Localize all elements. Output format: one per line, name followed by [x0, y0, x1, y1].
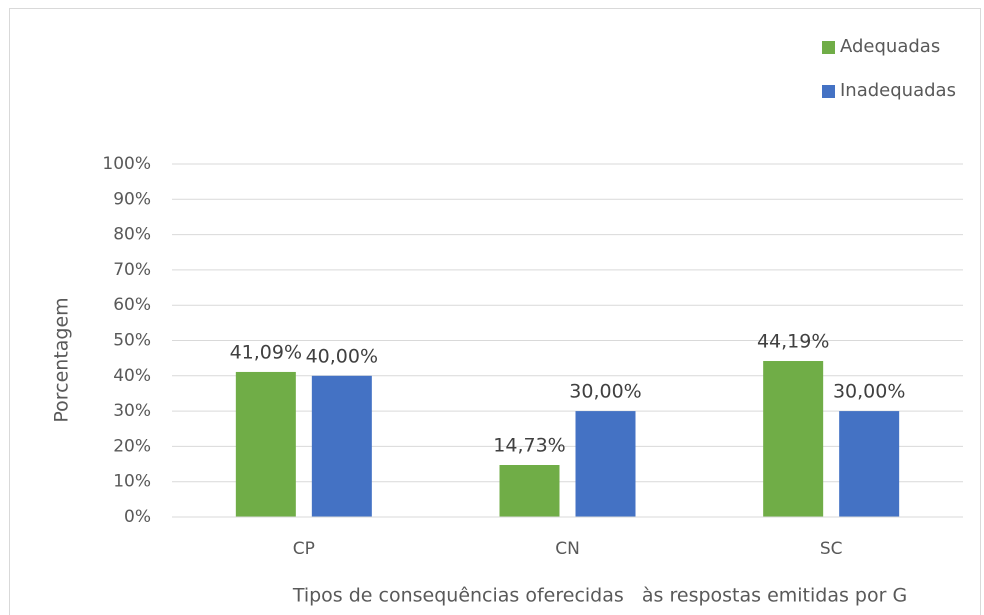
legend-swatch [822, 85, 835, 98]
x-tick-label: SC [820, 539, 843, 559]
legend-swatch [822, 41, 835, 54]
y-tick-label: 20% [113, 436, 151, 456]
y-tick-label: 40% [113, 366, 151, 386]
y-tick-label: 10% [113, 472, 151, 492]
value-label: 40,00% [306, 345, 378, 367]
value-label: 30,00% [569, 381, 641, 403]
bar [499, 465, 560, 517]
y-axis-title: Porcentagem [51, 297, 73, 422]
y-tick-label: 80% [113, 225, 151, 245]
y-tick-label: 60% [113, 295, 151, 315]
x-tick-label: CP [293, 539, 315, 559]
y-tick-label: 0% [124, 507, 151, 527]
y-tick-label: 100% [102, 154, 151, 174]
bar [763, 361, 824, 517]
bar [235, 371, 296, 517]
bar [839, 411, 900, 517]
value-label: 44,19% [757, 331, 829, 353]
bar [575, 411, 636, 517]
value-label: 30,00% [833, 381, 905, 403]
chart-border [9, 8, 981, 615]
y-tick-label: 50% [113, 331, 151, 351]
value-label: 41,09% [230, 341, 302, 363]
y-tick-label: 70% [113, 260, 151, 280]
legend-label: Inadequadas [840, 80, 956, 101]
y-tick-label: 30% [113, 401, 151, 421]
x-axis-title: Tipos de consequências oferecidas às res… [292, 585, 907, 607]
value-label: 14,73% [493, 435, 565, 457]
bar [311, 375, 372, 517]
y-tick-label: 90% [113, 189, 151, 209]
legend-label: Adequadas [840, 36, 940, 57]
x-tick-label: CN [555, 539, 580, 559]
